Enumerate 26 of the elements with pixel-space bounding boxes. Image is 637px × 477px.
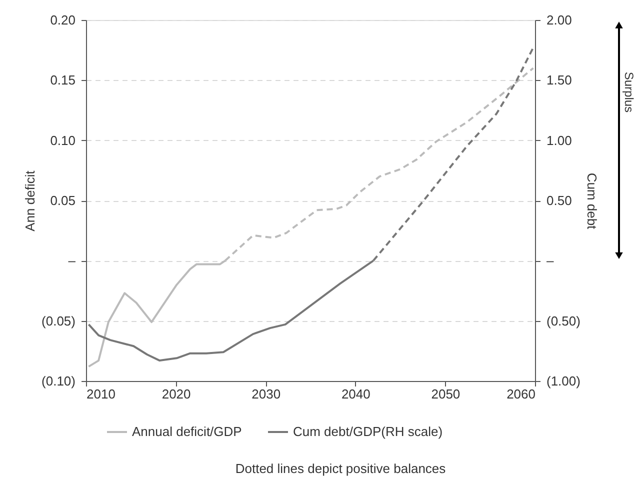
y-tick-label: – <box>68 253 76 268</box>
y2-tick-label: 1.50 <box>546 72 572 88</box>
x-tick-label: 2060 <box>506 386 536 402</box>
x-tick-label: 2030 <box>252 386 281 402</box>
y-tick-label: 0.10 <box>50 132 76 148</box>
x-tick-label: 2020 <box>162 386 191 402</box>
legend-label: Cum debt/GDP(RH scale) <box>293 424 443 439</box>
y2-axis-title: Cum debt <box>584 172 600 230</box>
y-tick-label: 0.05 <box>50 193 76 208</box>
legend-label: Annual deficit/GDP <box>132 424 242 439</box>
x-tick-label: 2050 <box>431 386 460 402</box>
y2-tick-label: (0.50) <box>546 313 580 328</box>
y-tick-label: (0.05) <box>42 313 76 328</box>
y2-tick-label: 1.00 <box>546 132 572 148</box>
y-axis-title: Ann deficit <box>22 170 38 232</box>
y-tick-label: 0.15 <box>50 72 76 88</box>
y2-tick-label: 0.50 <box>546 193 572 208</box>
y-tick-label: (0.10) <box>42 374 76 388</box>
text: Dotted lines depict positive balances <box>235 461 446 476</box>
x-tick-label: 2010 <box>86 386 116 402</box>
y2-tick-label: (1.00) <box>546 374 580 388</box>
y-tick-label: 0.20 <box>50 12 76 28</box>
x-tick-label: 2040 <box>341 386 370 402</box>
text: Surplus <box>622 72 636 113</box>
y2-tick-label: 2.00 <box>546 12 572 28</box>
y2-tick-label: – <box>546 253 554 268</box>
